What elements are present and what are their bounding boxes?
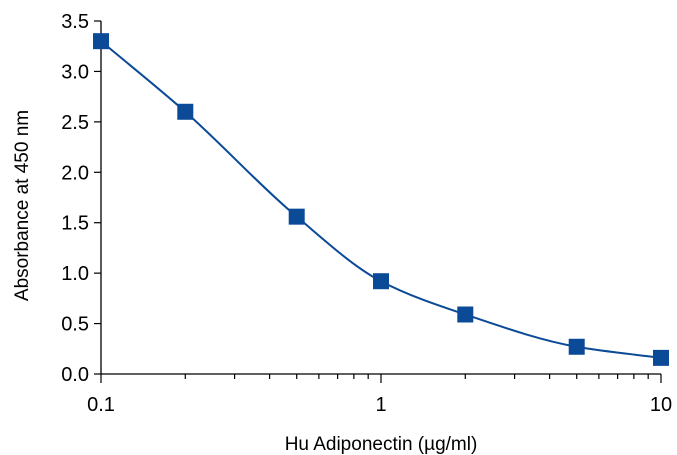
- x-ticks: 0.1 1 10: [87, 374, 672, 416]
- x-tick-label: 0.1: [87, 394, 115, 416]
- y-tick-label: 0.0: [61, 364, 89, 386]
- y-tick-label: 1.5: [61, 213, 89, 235]
- y-axis-title: Absorbance at 450 nm: [12, 110, 33, 301]
- data-point-marker: [373, 273, 389, 290]
- data-point-marker: [653, 349, 669, 366]
- data-point-marker: [457, 306, 474, 323]
- y-tick-label: 3.0: [61, 61, 89, 83]
- series-fit-line: [100, 40, 662, 359]
- data-point-marker: [93, 33, 109, 50]
- y-tick-label: 1.0: [61, 263, 89, 285]
- data-point-marker: [288, 208, 305, 225]
- data-point-marker: [568, 338, 585, 355]
- data-point-marker: [177, 103, 194, 120]
- axes: [100, 21, 661, 375]
- x-tick-label: 1: [375, 394, 386, 416]
- x-tick-label: 10: [650, 394, 672, 416]
- series-layer: [93, 33, 669, 366]
- y-tick-label: 0.5: [61, 314, 89, 336]
- y-tick-label: 3.5: [61, 11, 89, 33]
- x-axis-title: Hu Adiponectin (µg/ml): [285, 434, 478, 455]
- y-tick-label: 2.5: [61, 112, 89, 134]
- y-ticks: 0.0 0.5 1.0 1.5 2.0 2.5 3.0 3.5: [61, 11, 101, 386]
- y-tick-label: 2.0: [61, 162, 89, 184]
